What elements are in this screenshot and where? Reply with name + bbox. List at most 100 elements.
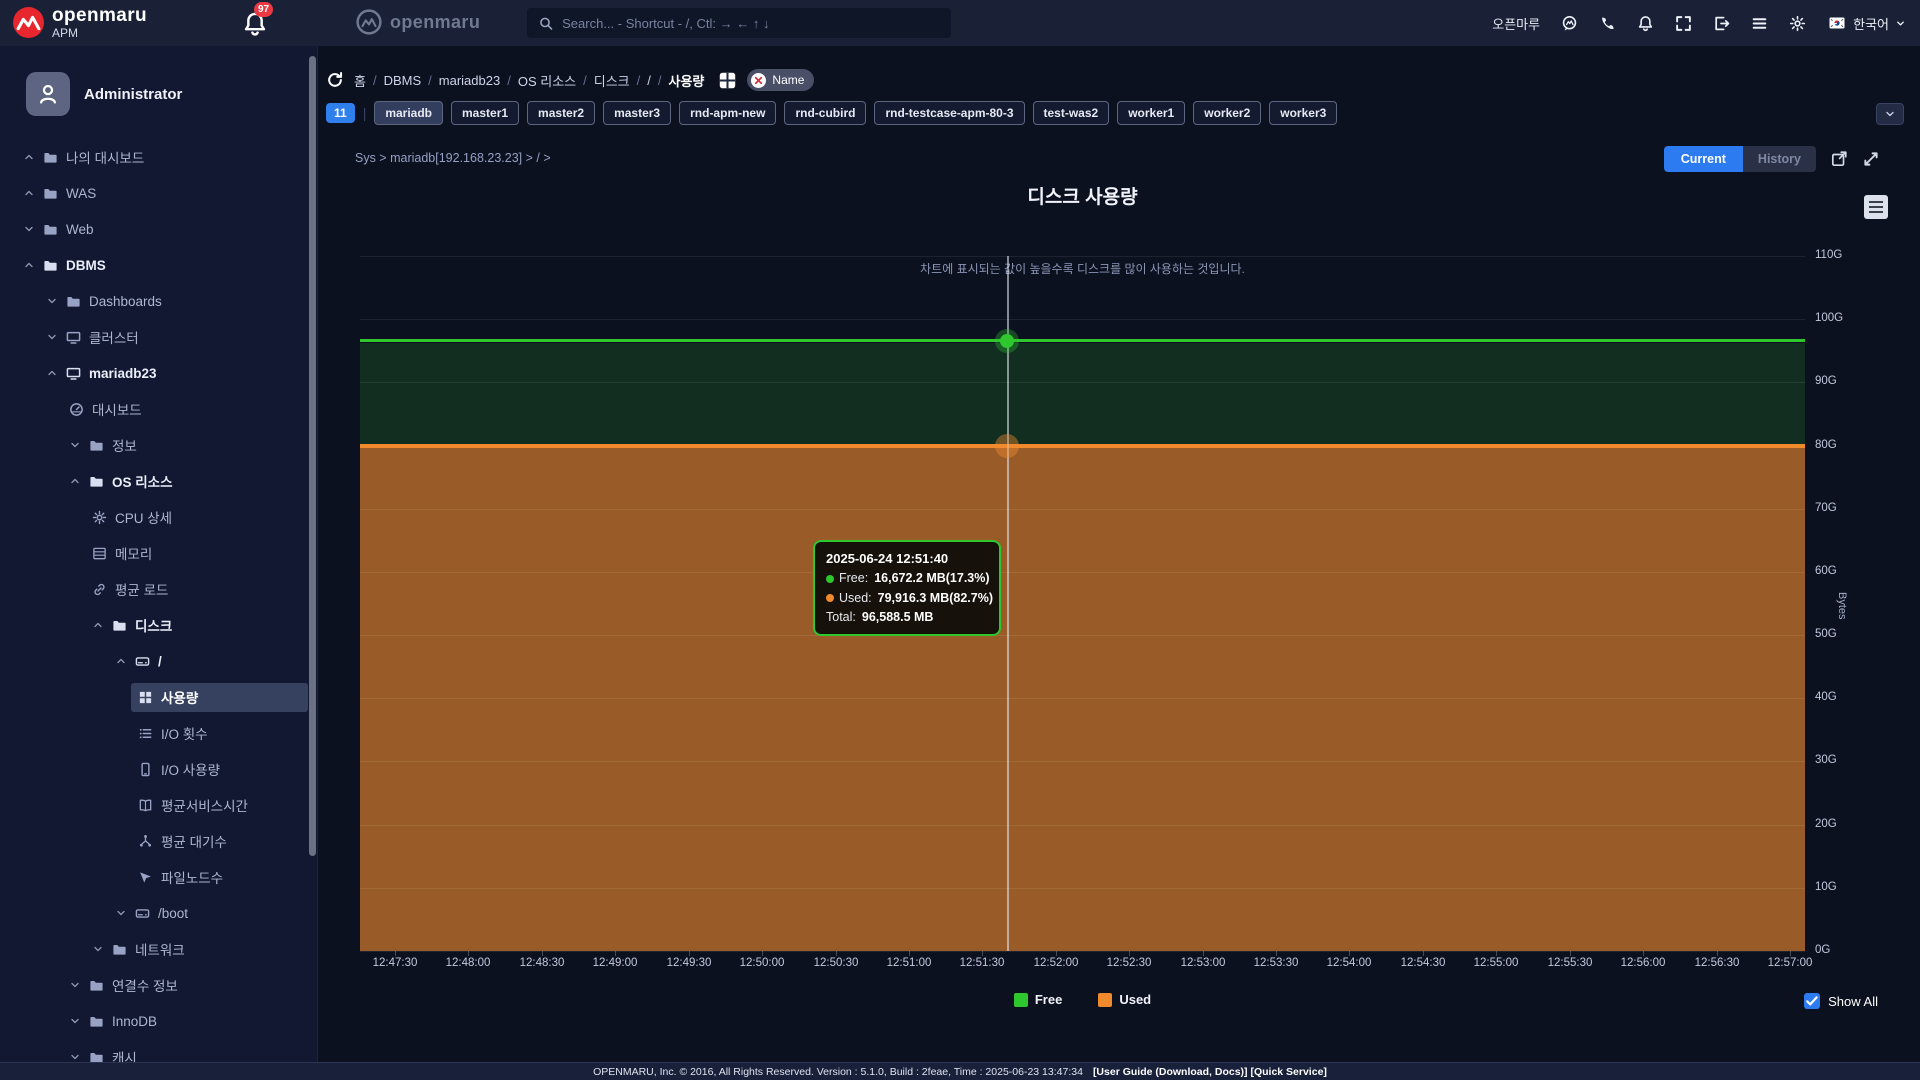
sidebar-item[interactable]: 네트워크 (0, 931, 308, 967)
monitor-icon (66, 330, 81, 345)
legend-item-free[interactable]: Free (1013, 992, 1062, 1007)
sidebar-item[interactable]: Dashboards (0, 283, 308, 319)
sidebar-item[interactable]: 정보 (0, 427, 308, 463)
sidebar-item-label: OS 리소스 (112, 475, 173, 490)
notifications-button[interactable]: 97 (242, 2, 274, 37)
breadcrumb-item[interactable]: 사용량 (668, 73, 705, 89)
sidebar-item[interactable]: I/O 사용량 (0, 751, 308, 787)
server-tag[interactable]: rnd-cubird (784, 101, 867, 125)
current-button[interactable]: Current (1663, 146, 1743, 172)
server-tag[interactable]: rnd-apm-new (679, 101, 777, 125)
tooltip-free-row: Free: 16,672.2 MB(17.3%) (826, 569, 990, 588)
user-profile[interactable]: Administrator (26, 72, 182, 116)
sidebar-item[interactable]: 평균서비스시간 (0, 787, 308, 823)
sidebar-item[interactable]: 평균 로드 (0, 571, 308, 607)
sidebar-item[interactable]: 나의 대시보드 (0, 139, 308, 175)
expand-chart-icon[interactable] (1862, 150, 1880, 168)
checkbox-checked-icon[interactable] (1804, 993, 1821, 1009)
breadcrumb-item[interactable]: mariadb23 (438, 72, 501, 88)
grid-view-icon[interactable] (718, 71, 737, 90)
sidebar-item[interactable]: /boot (0, 895, 308, 931)
gridline (360, 319, 1805, 320)
sidebar-scrollbar[interactable] (309, 56, 316, 856)
breadcrumb-item[interactable]: OS 리소스 (517, 73, 577, 89)
breadcrumb-item[interactable]: DBMS (383, 72, 422, 88)
breadcrumb-separator: / (507, 72, 511, 88)
gridline (360, 509, 1805, 510)
server-tag[interactable]: worker2 (1193, 101, 1262, 125)
sidebar-item[interactable]: InnoDB (0, 1003, 308, 1039)
open-external-icon[interactable] (1830, 150, 1848, 168)
collapse-tags-button[interactable] (1876, 103, 1904, 125)
sidebar-item[interactable]: Web (0, 211, 308, 247)
history-button[interactable]: History (1742, 146, 1816, 172)
phone-icon[interactable] (1599, 15, 1616, 32)
refresh-button[interactable] (326, 71, 344, 89)
chart-subtitle: 차트에 표시되는 값이 높을수록 디스크를 많이 사용하는 것입니다. (920, 262, 1245, 276)
name-filter-pill[interactable]: Name (747, 69, 815, 91)
sidebar-item[interactable]: mariadb23 (0, 355, 308, 391)
sidebar-item[interactable]: 대시보드 (0, 391, 308, 427)
chevron-down-icon (115, 907, 127, 919)
x-axis-tick-label: 12:49:00 (592, 957, 638, 969)
y-axis-tick-label: 90G (1815, 375, 1837, 387)
server-tag[interactable]: worker3 (1269, 101, 1338, 125)
folder-icon (89, 1014, 104, 1029)
show-all-toggle[interactable]: Show All (1804, 993, 1878, 1009)
search-input[interactable] (562, 15, 939, 31)
chevron-down-icon (23, 223, 35, 235)
sidebar-item[interactable]: 연결수 정보 (0, 967, 308, 1003)
search-bar[interactable] (527, 8, 951, 38)
breadcrumb-separator: / (372, 72, 377, 88)
x-axis-tick (1203, 951, 1204, 956)
y-axis-tick-label: 40G (1815, 691, 1837, 703)
sidebar-item[interactable]: / (0, 643, 308, 679)
server-tag[interactable]: mariadb (374, 101, 444, 125)
language-selector[interactable]: 한국어 (1827, 14, 1906, 33)
server-tag[interactable]: worker1 (1117, 101, 1186, 125)
footer-links[interactable]: [User Guide (Download, Docs)] [Quick Ser… (1092, 1065, 1327, 1078)
logout-icon[interactable] (1713, 15, 1730, 32)
bell-icon[interactable] (1637, 15, 1654, 32)
sidebar-item-label: 평균 대기수 (161, 835, 227, 850)
y-axis-title: Bytes (1836, 592, 1848, 620)
sidebar-item[interactable]: I/O 횟수 (0, 715, 308, 751)
server-tag[interactable]: master2 (527, 101, 596, 125)
app-logo[interactable]: openmaru APM (12, 6, 147, 39)
x-axis-tick-label: 12:52:00 (1033, 957, 1079, 969)
settings-icon[interactable] (1789, 15, 1806, 32)
fullscreen-icon[interactable] (1675, 15, 1692, 32)
x-axis-tick (1349, 951, 1350, 956)
sidebar-item[interactable]: CPU 상세 (0, 499, 308, 535)
menu-icon[interactable] (1751, 15, 1768, 32)
folder-icon (43, 222, 58, 237)
server-tag[interactable]: master3 (603, 101, 672, 125)
x-axis-tick-label: 12:53:30 (1253, 957, 1299, 969)
sidebar-item[interactable]: WAS (0, 175, 308, 211)
sidebar-item[interactable]: OS 리소스 (0, 463, 308, 499)
breadcrumb-item[interactable]: 디스크 (593, 73, 630, 89)
legend-item-used[interactable]: Used (1098, 992, 1151, 1007)
folder-icon (112, 618, 127, 633)
sidebar-item[interactable]: 파일노드수 (0, 859, 308, 895)
sidebar-item[interactable]: 평균 대기수 (0, 823, 308, 859)
breadcrumb-item[interactable]: / (647, 72, 651, 88)
chart-legend: Free Used (360, 992, 1805, 1007)
breadcrumb-item[interactable]: 홈 (354, 73, 366, 89)
chart-crosshair (1007, 256, 1009, 951)
sidebar-item-label: DBMS (66, 257, 106, 273)
sidebar-item[interactable]: 메모리 (0, 535, 308, 571)
openmaru-chat-icon[interactable] (1561, 15, 1578, 32)
folder-icon (43, 150, 58, 165)
chevron-down-icon (1895, 18, 1906, 29)
chart-menu-button[interactable] (1864, 195, 1888, 219)
x-axis-tick (468, 951, 469, 956)
sidebar-item[interactable]: DBMS (0, 247, 308, 283)
remove-filter-icon[interactable] (751, 72, 767, 88)
server-tag[interactable]: rnd-testcase-apm-80-3 (874, 101, 1025, 125)
sidebar-item[interactable]: 디스크 (0, 607, 308, 643)
server-tag[interactable]: test-was2 (1032, 101, 1110, 125)
sidebar-item[interactable]: 사용량 (0, 679, 308, 715)
server-tag[interactable]: master1 (451, 101, 520, 125)
sidebar-item[interactable]: 클러스터 (0, 319, 308, 355)
